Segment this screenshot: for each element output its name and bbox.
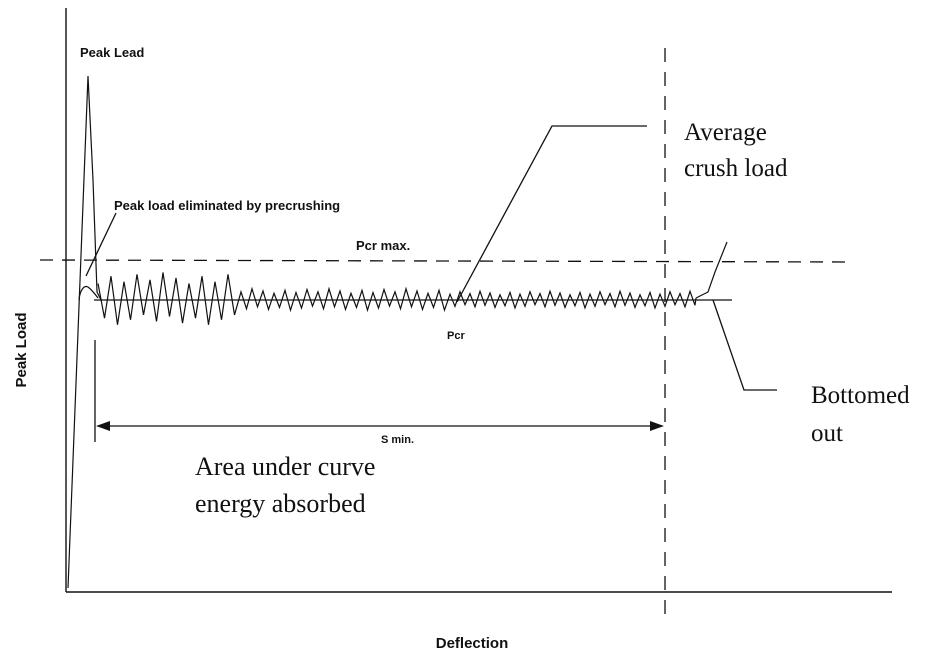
bottomed-out-label-line1: Bottomed — [811, 382, 910, 409]
s-min-right-arrowhead — [650, 421, 664, 431]
load-curve — [67, 75, 728, 589]
bottomed-out-label-line2: out — [811, 420, 843, 447]
peak-eliminated-label: Peak load eliminated by precrushing — [114, 198, 340, 213]
s-min-label: S min. — [381, 434, 414, 446]
area-under-curve-label-line1: Area under curve — [195, 452, 375, 481]
pcr-max-label: Pcr max. — [356, 238, 410, 253]
initial-peak-curve — [67, 75, 102, 589]
axes — [65, 8, 892, 593]
peak-load-label: Peak Lead — [80, 45, 144, 60]
y-axis-label: Peak Load — [13, 312, 30, 387]
average-crush-label-line2: crush load — [684, 155, 788, 182]
bottomed-out-rise — [695, 241, 728, 299]
reference-lines — [39, 48, 853, 615]
average-crush-label-line1: Average — [684, 119, 767, 146]
leader-lines — [85, 125, 777, 391]
area-under-curve-label-line2: energy absorbed — [195, 489, 366, 518]
crush-zigzag-curve — [97, 272, 697, 325]
pcr-max-dashed-line — [39, 259, 853, 263]
x-axis-label: Deflection — [436, 635, 509, 652]
peak-eliminated-leader — [85, 212, 117, 277]
s-min-left-arrowhead — [96, 421, 110, 431]
bottomed-out-leader — [712, 299, 777, 391]
pcr-label: Pcr — [447, 330, 465, 342]
precrushed-curve — [78, 285, 99, 301]
average-crush-leader — [456, 125, 647, 303]
s-min-dimension — [94, 340, 664, 442]
